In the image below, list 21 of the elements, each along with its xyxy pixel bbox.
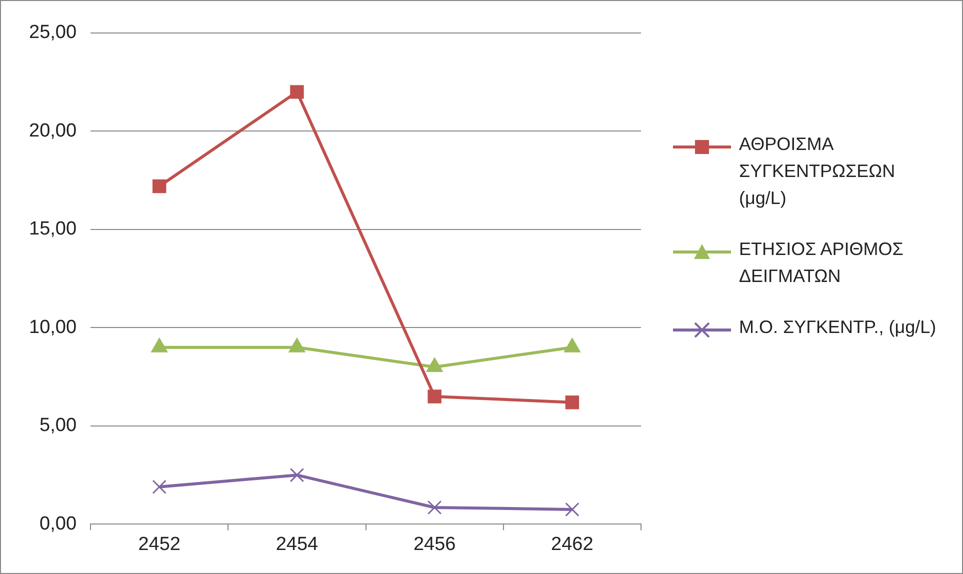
- legend-label: Μ.Ο. ΣΥΓΚΕΝΤΡ., (μg/L): [739, 316, 938, 339]
- legend-label: ΕΤΗΣΙΟΣ ΑΡΙΘΜΟΣ ΔΕΙΓΜΑΤΩΝ: [739, 238, 904, 288]
- x-tick-label: 2462: [551, 534, 594, 555]
- x-tick-label: 2452: [138, 534, 180, 555]
- point: [152, 480, 166, 494]
- y-tick-label: 0,00: [40, 513, 77, 534]
- point: [428, 390, 442, 404]
- point: [290, 468, 304, 482]
- x-tick-label: 2454: [276, 534, 319, 555]
- point: [152, 179, 166, 194]
- y-tick-label: 20,00: [29, 120, 77, 142]
- legend-label: ΑΘΡΟΙΣΜΑ ΣΥΓΚΕΝΤΡΩΣΕΩΝ (μg/L): [739, 133, 896, 210]
- point: [565, 502, 580, 517]
- point: [427, 500, 442, 515]
- point: [565, 396, 580, 410]
- y-tick-label: 25,00: [29, 22, 77, 44]
- y-tick-label: 10,00: [29, 316, 77, 338]
- x-tick-label: 2456: [413, 534, 456, 555]
- point: [290, 85, 304, 99]
- y-tick-label: 5,00: [40, 415, 77, 436]
- y-tick-label: 15,00: [29, 218, 77, 240]
